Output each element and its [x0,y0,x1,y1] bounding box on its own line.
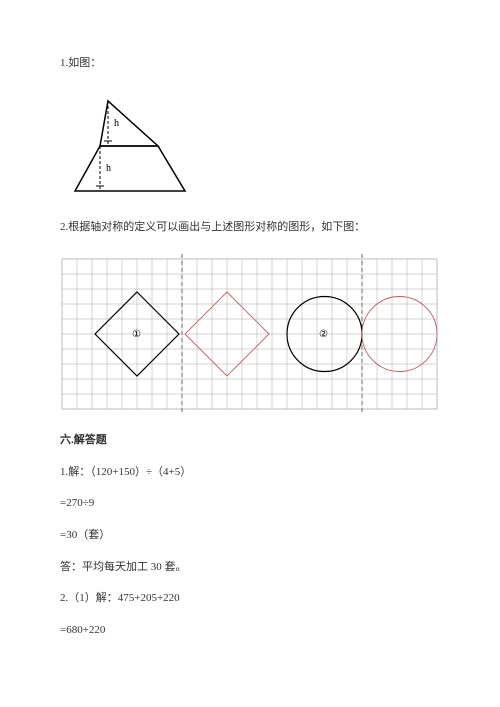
a2-line2: =680+220 [60,622,440,640]
svg-text:①: ① [132,329,141,340]
svg-text:h: h [114,118,119,129]
a1-line2: =270÷9 [60,495,440,513]
section-6-title: 六.解答题 [60,432,440,450]
a1-line1: 1.解：（120+150）÷（4+5） [60,464,440,482]
a1-line4: 答：平均每天加工 30 套。 [60,559,440,577]
q2-label: 2.根据轴对称的定义可以画出与上述图形对称的图形，如下图： [60,219,440,237]
a1-line3: =30（套） [60,527,440,545]
figure-1: hh [60,91,440,201]
svg-text:②: ② [319,329,328,340]
figure-2: ①② [60,254,440,414]
q1-label: 1.如图： [60,55,440,73]
a2-line1: 2.（1）解：475+205+220 [60,590,440,608]
svg-text:h: h [106,163,111,174]
